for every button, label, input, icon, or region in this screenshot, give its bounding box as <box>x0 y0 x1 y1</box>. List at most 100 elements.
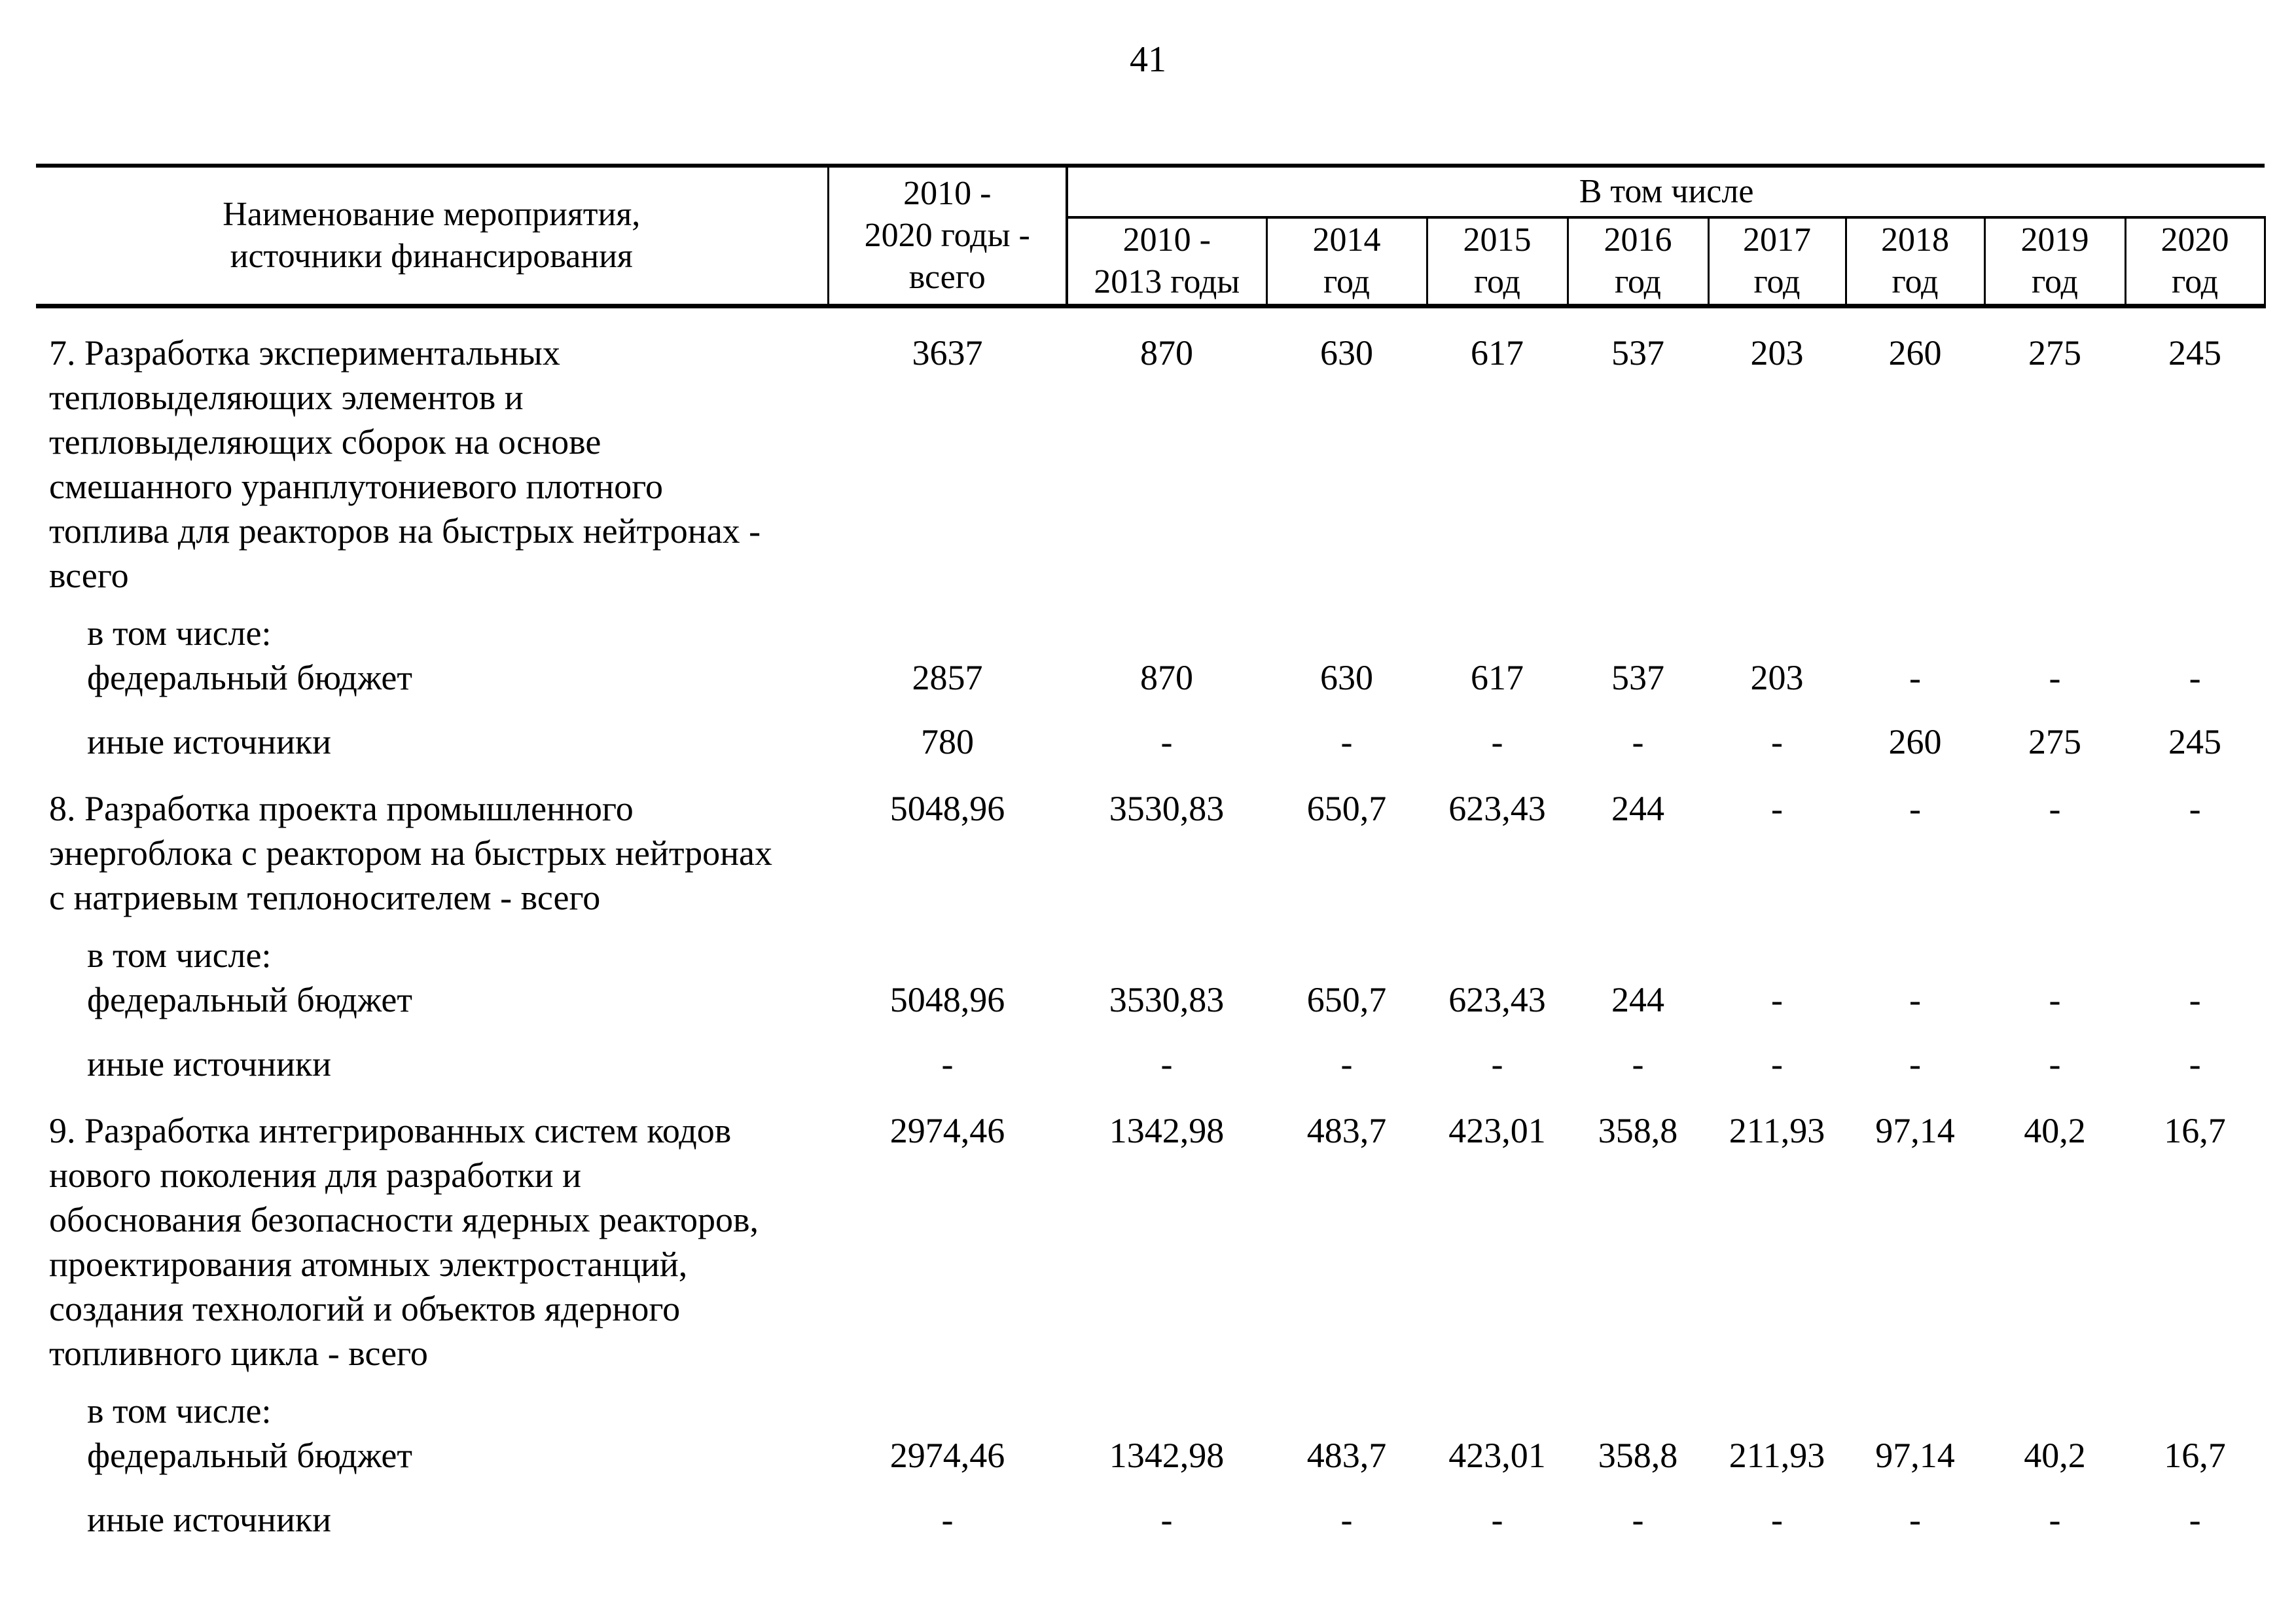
table-row: федеральный бюджет 5048,96 3530,83 650,7 623… <box>36 977 2265 1022</box>
cell-value: 16,7 <box>2164 1111 2226 1150</box>
cell-value: - <box>1340 1500 1353 1539</box>
cell-value <box>1708 598 1846 655</box>
cell-value <box>1427 920 1568 977</box>
cell-value: - <box>1632 722 1644 761</box>
table-body: 7. Разработка экспериментальных тепловыд… <box>36 306 2265 1542</box>
cell-value <box>1846 920 1984 977</box>
col-header-year: 2015 год <box>1426 217 1568 308</box>
cell-value: - <box>1771 789 1783 828</box>
cell-value: 870 <box>1140 658 1193 697</box>
cell-value <box>1984 598 2125 655</box>
cell-value <box>1984 920 2125 977</box>
cell-value: 1342,98 <box>1109 1436 1225 1475</box>
cell-value: - <box>941 1500 954 1539</box>
cell-value: 870 <box>1140 333 1193 373</box>
cell-value <box>828 598 1067 655</box>
cell-value: 2974,46 <box>889 1436 1005 1475</box>
cell-value: - <box>2049 980 2061 1019</box>
cell-value <box>2125 920 2265 977</box>
row-label: федеральный бюджет <box>87 658 412 697</box>
cell-value: - <box>1771 980 1783 1019</box>
cell-value: - <box>1160 1044 1173 1084</box>
cell-value: - <box>1160 722 1173 761</box>
row-label: 9. Разработка интегрированных систем код… <box>49 1111 759 1373</box>
table-row: иные источники 780 - - - - - 260 275 245 <box>36 700 2265 764</box>
cell-value: 483,7 <box>1306 1111 1387 1150</box>
cell-value <box>1266 1376 1427 1433</box>
cell-value: - <box>2049 789 2061 828</box>
cell-value: 2857 <box>912 658 983 697</box>
cell-value <box>1427 598 1568 655</box>
cell-value: 245 <box>2168 722 2222 761</box>
cell-value <box>1846 598 1984 655</box>
row-label: в том числе: <box>87 936 272 975</box>
cell-value <box>1984 1376 2125 1433</box>
cell-value: 358,8 <box>1598 1111 1678 1150</box>
cell-value: 5048,96 <box>889 980 1005 1019</box>
cell-value: - <box>1909 980 1921 1019</box>
cell-value <box>1266 920 1427 977</box>
header-row-1: Наименование мероприятия, источники фина… <box>36 164 2265 308</box>
table-row: в том числе: <box>36 598 2265 655</box>
cell-value: 97,14 <box>1875 1436 1955 1475</box>
cell-value: 5048,96 <box>889 789 1005 828</box>
row-label: 7. Разработка экспериментальных тепловыд… <box>49 333 761 595</box>
cell-value: 275 <box>2028 722 2081 761</box>
col-header-year: 2019 год <box>1983 217 2125 308</box>
cell-value <box>1427 1376 1568 1433</box>
cell-value <box>1708 920 1846 977</box>
cell-value <box>2125 598 2265 655</box>
cell-value: 260 <box>1888 722 1942 761</box>
table-row: федеральный бюджет 2974,46 1342,98 483,7 423… <box>36 1433 2265 1478</box>
table-row: иные источники - - - - - - - - - <box>36 1478 2265 1542</box>
row-label: иные источники <box>87 722 331 761</box>
cell-value: 40,2 <box>2024 1436 2086 1475</box>
page-number: 41 <box>1130 39 1166 80</box>
cell-value: - <box>2189 1044 2201 1084</box>
cell-value: - <box>1632 1500 1644 1539</box>
cell-value: - <box>1771 1500 1783 1539</box>
header-row-years: 2010 - 2013 годы 2014 год 2015 год 2016 год… <box>36 217 2266 308</box>
table-row: 9. Разработка интегрированных систем код… <box>36 1086 2265 1376</box>
cell-value: 245 <box>2168 333 2222 373</box>
col-header-year: 2010 - 2013 годы <box>1066 217 1266 308</box>
cell-value: - <box>1491 1044 1503 1084</box>
cell-value: 423,01 <box>1448 1111 1546 1150</box>
cell-value: 650,7 <box>1306 789 1387 828</box>
cell-value: 97,14 <box>1875 1111 1955 1150</box>
cell-value: - <box>2189 1500 2201 1539</box>
cell-value: 211,93 <box>1729 1436 1825 1475</box>
cell-value: 244 <box>1611 980 1664 1019</box>
cell-value: 275 <box>2028 333 2081 373</box>
cell-value: 483,7 <box>1306 1436 1387 1475</box>
cell-value: 3530,83 <box>1109 789 1225 828</box>
cell-value: 423,01 <box>1448 1436 1546 1475</box>
cell-value: 623,43 <box>1448 980 1546 1019</box>
row-label: федеральный бюджет <box>87 980 412 1019</box>
row-label: в том числе: <box>87 1391 272 1431</box>
table-header: Наименование мероприятия, источники фина… <box>36 164 2266 308</box>
cell-value <box>1067 1376 1266 1433</box>
col-header-year: 2017 год <box>1707 217 1846 308</box>
cell-value <box>828 1376 1067 1433</box>
cell-value: - <box>1909 658 1921 697</box>
cell-value: - <box>1160 1500 1173 1539</box>
cell-value: - <box>1909 1500 1921 1539</box>
col-header-year: 2016 год <box>1566 217 1708 308</box>
cell-value <box>1067 598 1266 655</box>
cell-value: - <box>2189 789 2201 828</box>
cell-value <box>1266 598 1427 655</box>
cell-value: - <box>1340 722 1353 761</box>
cell-value: 16,7 <box>2164 1436 2226 1475</box>
row-label: в том числе: <box>87 613 272 653</box>
cell-value <box>1067 920 1266 977</box>
col-header-total-2010-2020: 2010 - 2020 годы - всего <box>828 164 1068 308</box>
cell-value: - <box>1909 1044 1921 1084</box>
cell-value: 358,8 <box>1598 1436 1678 1475</box>
cell-value: 537 <box>1611 333 1664 373</box>
cell-value: 3530,83 <box>1109 980 1225 1019</box>
cell-value <box>1568 1376 1708 1433</box>
cell-value: - <box>1771 722 1783 761</box>
cell-value: 244 <box>1611 789 1664 828</box>
